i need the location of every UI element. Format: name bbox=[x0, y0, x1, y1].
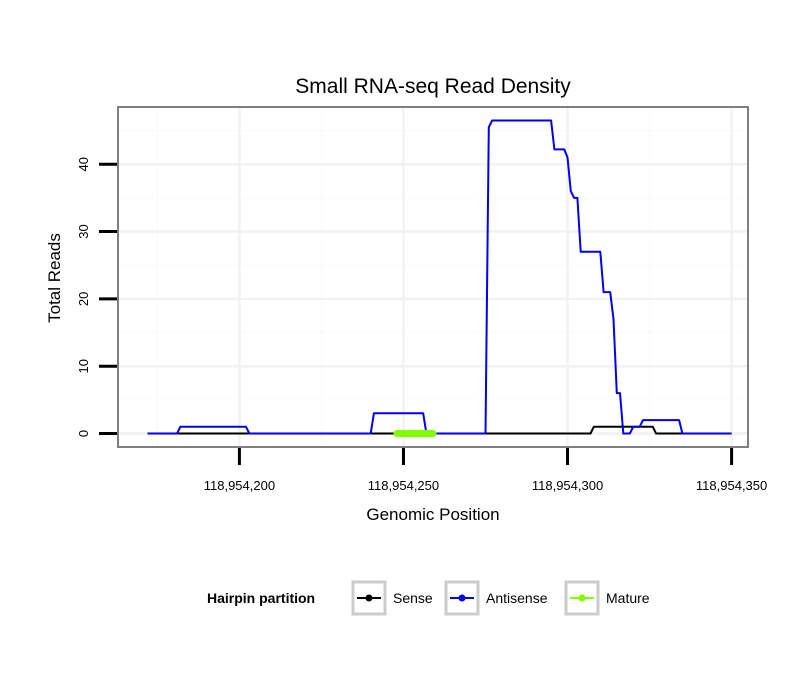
x-tick-label: 118,954,250 bbox=[368, 478, 439, 493]
y-tick-label: 0 bbox=[76, 430, 91, 437]
data-series bbox=[147, 119, 732, 437]
y-tick-label: 20 bbox=[76, 292, 91, 306]
legend-title: Hairpin partition bbox=[207, 590, 315, 606]
legend-label-antisense: Antisense bbox=[486, 590, 548, 606]
legend-key-dot bbox=[458, 594, 466, 602]
y-tick-label: 40 bbox=[76, 157, 91, 171]
chart-title: Small RNA-seq Read Density bbox=[295, 75, 571, 98]
legend-key-dot bbox=[578, 594, 586, 602]
plot-panel bbox=[117, 106, 749, 448]
y-axis: 0 10 20 30 40 bbox=[76, 157, 117, 437]
legend-label-mature: Mature bbox=[606, 590, 650, 606]
x-tick-label: 118,954,200 bbox=[204, 478, 275, 493]
y-axis-title: Total Reads bbox=[45, 233, 64, 323]
y-tick-label: 10 bbox=[76, 359, 91, 373]
x-axis-title: Genomic Position bbox=[366, 505, 499, 524]
legend-label-sense: Sense bbox=[393, 590, 433, 606]
series-line-antisense bbox=[147, 119, 732, 435]
y-tick-label: 30 bbox=[76, 224, 91, 238]
legend: Hairpin partition Sense Antisense Mature bbox=[207, 580, 650, 616]
x-axis: 118,954,200 118,954,250 118,954,300 118,954… bbox=[204, 448, 767, 493]
x-tick-label: 118,954,300 bbox=[532, 478, 603, 493]
legend-key-dot bbox=[365, 594, 373, 602]
x-tick-label: 118,954,350 bbox=[696, 478, 767, 493]
